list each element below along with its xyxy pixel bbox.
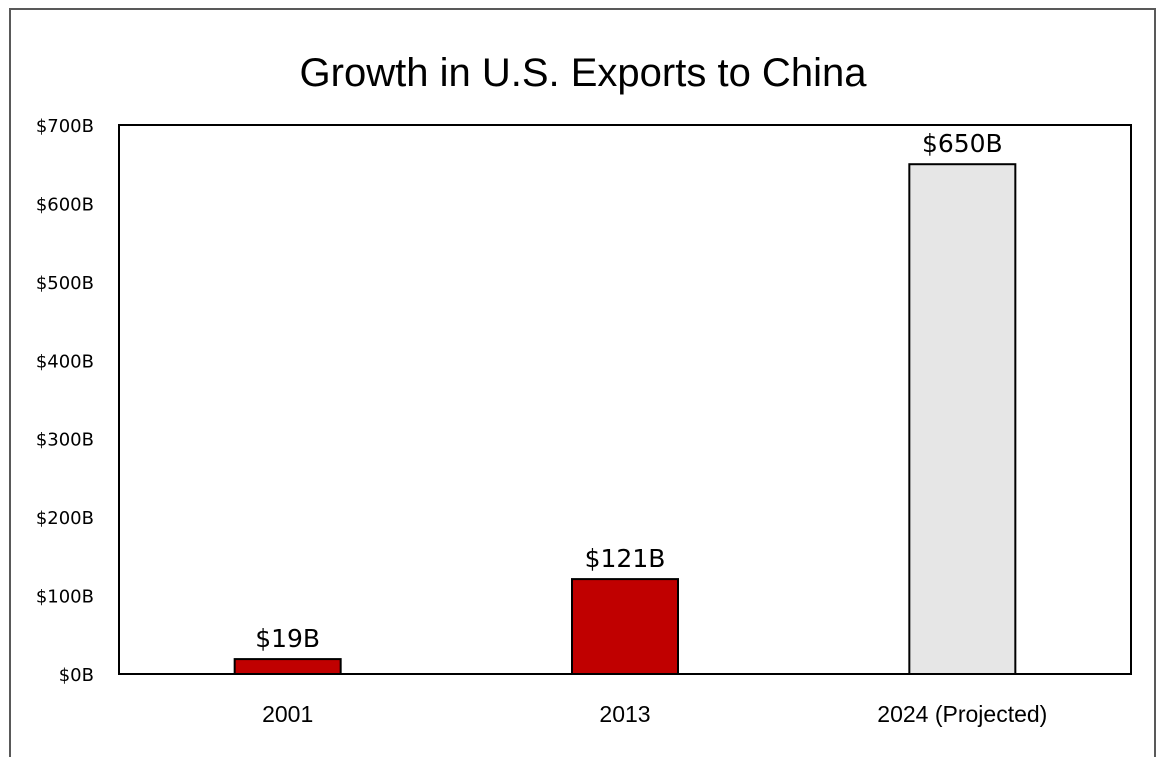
data-label: $650B <box>922 129 1003 158</box>
bar-2001 <box>233 658 342 675</box>
chart-title: Growth in U.S. Exports to China <box>300 51 868 95</box>
y-tick-label: $0B <box>59 665 94 686</box>
bar-2024-projected <box>908 163 1017 675</box>
y-tick-label: $300B <box>36 430 94 451</box>
y-tick-label: $200B <box>36 508 94 529</box>
data-label: $121B <box>585 544 666 573</box>
y-tick-label: $100B <box>36 587 94 608</box>
x-tick-label: 2001 <box>262 701 313 727</box>
bar-2013 <box>571 578 679 676</box>
x-tick-label: 2013 <box>599 701 650 727</box>
x-tick-label: 2024 (Projected) <box>877 701 1047 727</box>
y-axis: $0B $100B $200B $300B $400B $500B $600B $700B <box>36 116 94 686</box>
y-tick-label: $600B <box>36 194 94 215</box>
bars-group: $19B $121B $650B <box>233 129 1017 676</box>
y-tick-label: $400B <box>36 351 94 372</box>
y-tick-label: $700B <box>36 116 94 137</box>
y-tick-label: $500B <box>36 273 94 294</box>
x-axis: 2001 2013 2024 (Projected) <box>262 701 1047 727</box>
data-label: $19B <box>255 624 320 653</box>
